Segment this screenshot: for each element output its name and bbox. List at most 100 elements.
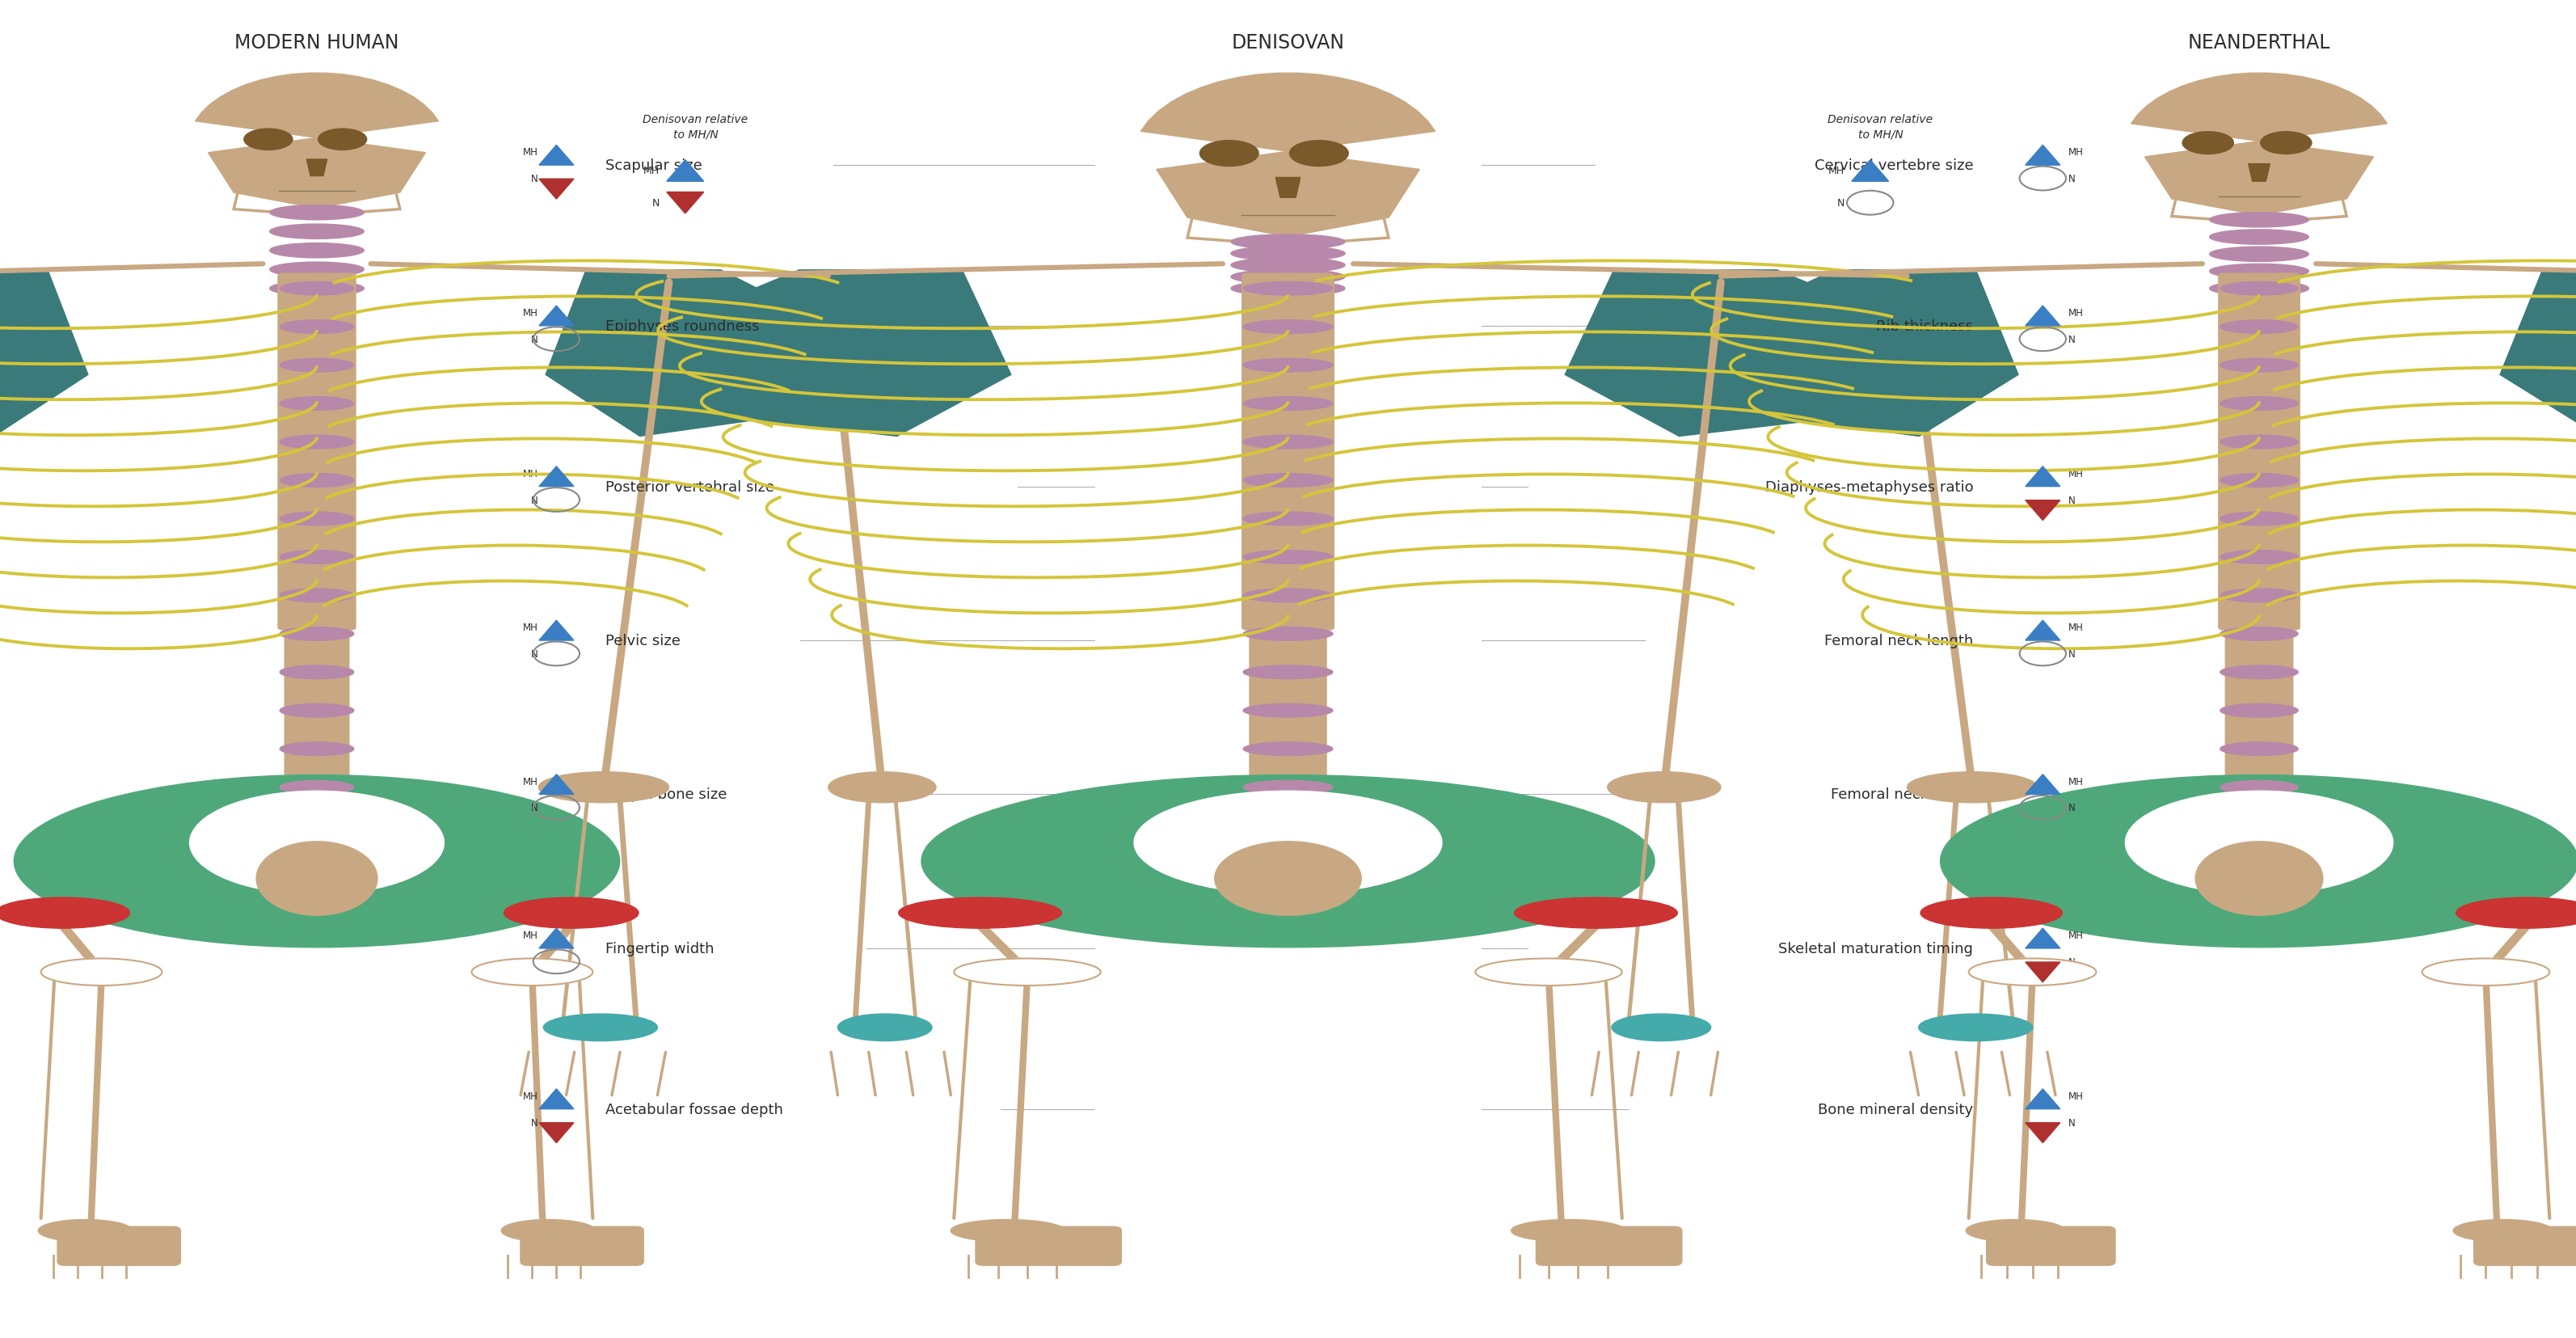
Ellipse shape [281,359,353,372]
Polygon shape [538,467,574,487]
Polygon shape [2025,500,2061,520]
Text: MH: MH [2069,622,2084,633]
Polygon shape [2499,270,2576,436]
Text: MH: MH [2069,308,2084,318]
Ellipse shape [2221,628,2298,641]
Ellipse shape [1512,1220,1625,1242]
Ellipse shape [2210,213,2308,227]
Ellipse shape [281,551,353,565]
Ellipse shape [1906,772,2038,803]
Ellipse shape [281,474,353,487]
Ellipse shape [1244,512,1332,526]
Polygon shape [667,193,703,214]
Text: MH: MH [523,930,538,941]
Ellipse shape [191,791,443,895]
Text: N: N [2069,334,2076,345]
Ellipse shape [1231,258,1345,273]
Ellipse shape [2182,132,2233,155]
Ellipse shape [2221,321,2298,334]
Ellipse shape [1476,958,1623,986]
Ellipse shape [317,130,366,151]
Ellipse shape [899,898,1061,929]
Ellipse shape [281,282,353,296]
Text: MODERN HUMAN: MODERN HUMAN [234,33,399,52]
Ellipse shape [2125,791,2393,895]
Polygon shape [1566,270,1940,436]
Text: Epiphyses roundness: Epiphyses roundness [605,318,760,333]
Polygon shape [538,1089,574,1109]
Ellipse shape [1919,1014,2032,1041]
Polygon shape [538,621,574,641]
Ellipse shape [1133,791,1443,895]
Text: N: N [531,649,538,660]
Text: MH: MH [523,1090,538,1101]
Text: Fingertip width: Fingertip width [605,941,714,955]
Text: N: N [2069,957,2076,967]
Ellipse shape [1515,898,1677,929]
Ellipse shape [2210,248,2308,262]
Text: MH: MH [2069,147,2084,158]
Ellipse shape [245,130,294,151]
Ellipse shape [0,898,129,929]
Ellipse shape [1244,321,1332,334]
Text: Pelvic size: Pelvic size [605,633,680,648]
Ellipse shape [1244,589,1332,602]
Text: N: N [2069,174,2076,185]
Ellipse shape [951,1220,1064,1242]
Ellipse shape [1231,235,1345,250]
FancyBboxPatch shape [2226,288,2293,789]
Ellipse shape [2210,265,2308,280]
Ellipse shape [2210,281,2308,297]
Ellipse shape [2262,132,2311,155]
Ellipse shape [281,512,353,526]
Text: N: N [2069,495,2076,506]
Polygon shape [546,270,855,436]
Ellipse shape [953,958,1100,986]
Ellipse shape [2221,781,2298,795]
Ellipse shape [1244,743,1332,756]
FancyBboxPatch shape [2218,274,2300,630]
Ellipse shape [1940,775,2576,947]
Text: N: N [531,495,538,506]
Ellipse shape [471,958,592,986]
Polygon shape [1692,270,2017,436]
Ellipse shape [13,775,621,947]
Text: Posterior vertebral size: Posterior vertebral size [605,479,775,494]
Text: Denisovan relative
to MH/N: Denisovan relative to MH/N [644,114,747,140]
Ellipse shape [2221,666,2298,680]
Ellipse shape [281,666,353,680]
Ellipse shape [2210,230,2308,245]
Ellipse shape [281,704,353,717]
Text: N: N [2069,1117,2076,1128]
Ellipse shape [1291,140,1347,167]
Ellipse shape [281,589,353,602]
Ellipse shape [1231,246,1345,261]
Ellipse shape [2221,436,2298,450]
Text: Cervical vertebre size: Cervical vertebre size [1814,158,1973,173]
Polygon shape [538,146,574,166]
Ellipse shape [270,262,363,277]
Text: MH: MH [523,308,538,318]
Ellipse shape [281,743,353,756]
Text: MH: MH [2069,1090,2084,1101]
Ellipse shape [2221,282,2298,296]
Ellipse shape [1244,359,1332,372]
Ellipse shape [281,436,353,450]
Text: MH: MH [2069,930,2084,941]
Ellipse shape [270,281,363,297]
Ellipse shape [39,1220,131,1242]
Text: MH: MH [2069,776,2084,787]
Text: Scapular size: Scapular size [605,158,703,173]
Text: Diaphyses-metaphyses ratio: Diaphyses-metaphyses ratio [1765,479,1973,494]
Ellipse shape [281,321,353,334]
Text: Acetabular fossae depth: Acetabular fossae depth [605,1101,783,1116]
FancyBboxPatch shape [57,1227,180,1266]
Ellipse shape [1965,1220,2066,1242]
Ellipse shape [281,781,353,795]
Polygon shape [2025,775,2061,795]
Ellipse shape [1244,474,1332,487]
Polygon shape [2025,467,2061,487]
FancyBboxPatch shape [1986,1227,2115,1266]
Text: MH: MH [644,166,659,177]
Ellipse shape [2221,551,2298,565]
